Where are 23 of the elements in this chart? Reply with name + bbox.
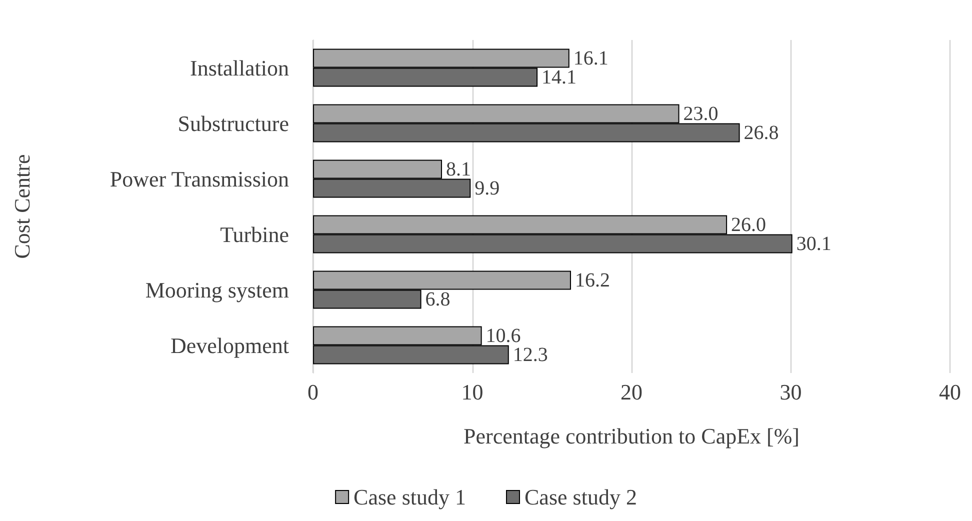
y-tick-label: Development [170,332,289,358]
data-label: 26.0 [731,214,766,236]
data-label: 6.8 [425,288,450,310]
data-label: 23.0 [683,102,718,125]
data-label: 8.1 [446,158,471,180]
y-tick-label: Installation [190,55,289,80]
y-tick-label: Substructure [178,110,289,136]
x-axis-title: Percentage contribution to CapEx [%] [463,424,800,448]
data-label: 26.8 [744,122,779,144]
legend-label: Case study 1 [354,484,466,510]
data-label: 9.9 [474,177,500,200]
y-tick-label: Turbine [220,222,289,247]
x-tick-label: 40 [939,380,961,404]
x-tick-label: 20 [620,380,642,404]
legend-label: Case study 2 [524,484,637,510]
data-label: 30.1 [796,232,832,255]
x-tick-label: 0 [308,380,318,404]
y-axis-title: Cost Centre [10,154,34,259]
y-tick-label: Power Transmission [110,166,289,192]
data-label: 16.2 [574,269,610,292]
x-tick-label: 10 [461,380,484,404]
y-tick-label: Mooring system [145,277,289,302]
x-tick-label: 30 [780,380,802,404]
